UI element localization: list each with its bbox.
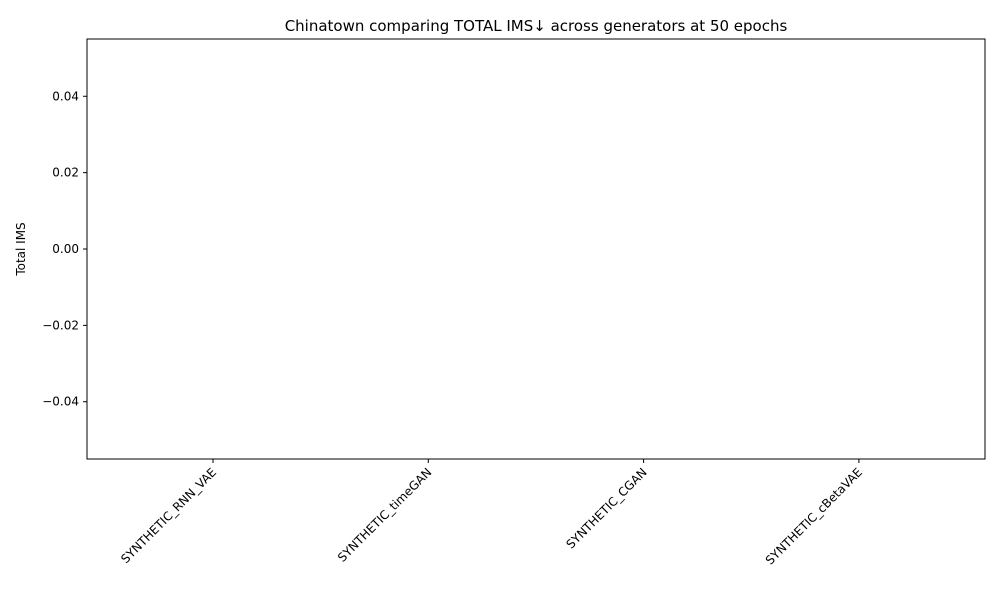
y-axis: 0.04 0.02 0.00 −0.02 −0.04	[42, 89, 87, 409]
chart-title: Chinatown comparing TOTAL IMS↓ across ge…	[285, 17, 788, 35]
y-tick-label: 0.04	[52, 89, 79, 103]
y-tick-label: 0.02	[52, 166, 79, 180]
x-axis: SYNTHETIC_RNN_VAE SYNTHETIC_timeGAN SYNTHE…	[118, 459, 865, 567]
y-tick-label: −0.04	[42, 395, 79, 409]
y-tick-label: −0.02	[42, 318, 79, 332]
y-tick-label: 0.00	[52, 242, 79, 256]
plot-area	[86, 38, 986, 460]
x-tick-label: SYNTHETIC_RNN_VAE	[118, 465, 219, 566]
y-axis-label: Total IMS	[14, 222, 28, 276]
x-tick-label: SYNTHETIC_cBetaVAE	[763, 465, 865, 567]
x-tick-label: SYNTHETIC_timeGAN	[335, 465, 434, 564]
x-tick-label: SYNTHETIC_CGAN	[563, 465, 649, 551]
